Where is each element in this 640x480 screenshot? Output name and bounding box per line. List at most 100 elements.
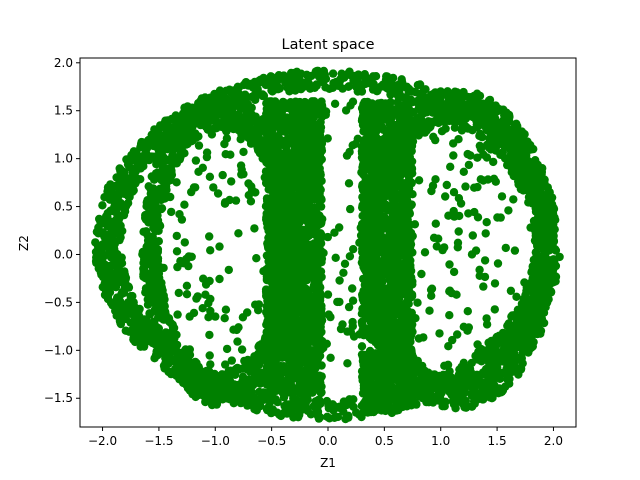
scatter-point <box>444 109 453 118</box>
scatter-point <box>314 414 324 423</box>
scatter-point <box>193 387 203 396</box>
scatter-point <box>431 99 440 108</box>
scatter-point <box>107 278 116 287</box>
scatter-point <box>194 378 204 387</box>
scatter-point <box>537 314 546 323</box>
scatter-point <box>315 396 324 405</box>
scatter-point <box>433 111 442 120</box>
scatter-point <box>549 270 558 280</box>
scatter-point <box>479 393 488 402</box>
scatter-point <box>416 112 425 121</box>
scatter-point <box>423 392 432 401</box>
scatter-point <box>507 312 516 321</box>
scatter-point <box>200 93 210 102</box>
scatter-point <box>234 383 243 393</box>
scatter-point <box>517 141 526 150</box>
scatter-point <box>412 399 421 409</box>
scatter-point <box>114 270 123 280</box>
scatter-point <box>525 142 534 151</box>
scatter-point <box>124 283 134 292</box>
scatter-point <box>295 397 305 406</box>
scatter-point <box>96 218 105 227</box>
scatter-point <box>339 397 349 406</box>
scatter-point <box>332 78 341 87</box>
scatter-point <box>139 227 148 236</box>
scatter-point <box>123 298 133 307</box>
scatter-point <box>103 250 112 259</box>
scatter-point <box>417 384 427 393</box>
scatter-point <box>279 71 288 80</box>
scatter-point <box>262 405 272 414</box>
scatter-point <box>532 301 542 310</box>
scatter-point <box>212 400 221 409</box>
scatter-point <box>319 77 328 86</box>
scatter-point <box>459 379 468 388</box>
scatter-point <box>524 312 533 322</box>
scatter-point <box>104 241 114 250</box>
scatter-point <box>513 305 523 314</box>
scatter-point <box>251 395 260 404</box>
scatter-point <box>244 130 253 139</box>
scatter-point <box>121 202 131 211</box>
scatter-point <box>264 395 273 405</box>
scatter-point <box>530 196 539 205</box>
scatter-point <box>328 69 338 78</box>
scatter-point <box>286 405 295 415</box>
scatter-point <box>98 201 107 210</box>
scatter-point <box>435 384 444 394</box>
scatter-point <box>478 380 488 389</box>
scatter-point <box>446 94 455 104</box>
scatter-point <box>203 384 212 393</box>
scatter-point <box>132 149 141 158</box>
scatter-point <box>255 401 264 411</box>
scatter-point <box>94 258 103 268</box>
scatter-point <box>262 194 272 203</box>
scatter-point <box>390 403 399 413</box>
scatter-point <box>460 104 469 113</box>
scatter-point <box>475 91 485 101</box>
scatter-point <box>248 83 258 92</box>
scatter-point <box>308 82 318 91</box>
scatter-point <box>506 139 515 148</box>
scatter-point <box>349 402 358 411</box>
scatter-point <box>365 74 374 84</box>
scatter-point <box>476 129 485 139</box>
scatter-point <box>531 231 540 240</box>
scatter-point <box>220 382 229 391</box>
scatter-point <box>131 167 140 176</box>
scatter-point <box>505 374 514 384</box>
scatter-point <box>524 348 533 357</box>
scatter-point <box>273 408 282 417</box>
scatter-point <box>307 71 316 81</box>
scatter-point <box>540 285 550 295</box>
scatter-point <box>102 283 111 293</box>
scatter-point <box>169 357 179 366</box>
scatter-point <box>285 87 294 96</box>
scatter-point <box>392 85 401 94</box>
scatter-point <box>117 211 126 220</box>
scatter-point <box>121 186 130 196</box>
scatter-point <box>353 85 363 95</box>
scatter-point <box>149 223 158 232</box>
scatter-point <box>361 405 371 414</box>
scatter-point <box>533 273 543 282</box>
scatter-point <box>457 362 466 371</box>
scatter-point <box>477 104 486 113</box>
scatter-point <box>255 387 264 397</box>
scatter-point <box>497 387 507 396</box>
scatter-point <box>354 410 364 419</box>
scatter-point <box>373 86 382 95</box>
scatter-point <box>93 241 103 251</box>
scatter-point <box>100 232 109 241</box>
scatter-point <box>251 112 260 121</box>
scatter-point <box>131 309 140 318</box>
scatter-point <box>541 211 550 220</box>
scatter-point <box>301 78 310 87</box>
scatter-point <box>542 199 551 209</box>
scatter-point <box>533 160 542 169</box>
scatter-point <box>532 292 541 302</box>
scatter-point <box>141 337 150 346</box>
scatter-point <box>247 376 257 386</box>
scatter-point <box>344 82 354 91</box>
scatter-point <box>530 178 539 188</box>
